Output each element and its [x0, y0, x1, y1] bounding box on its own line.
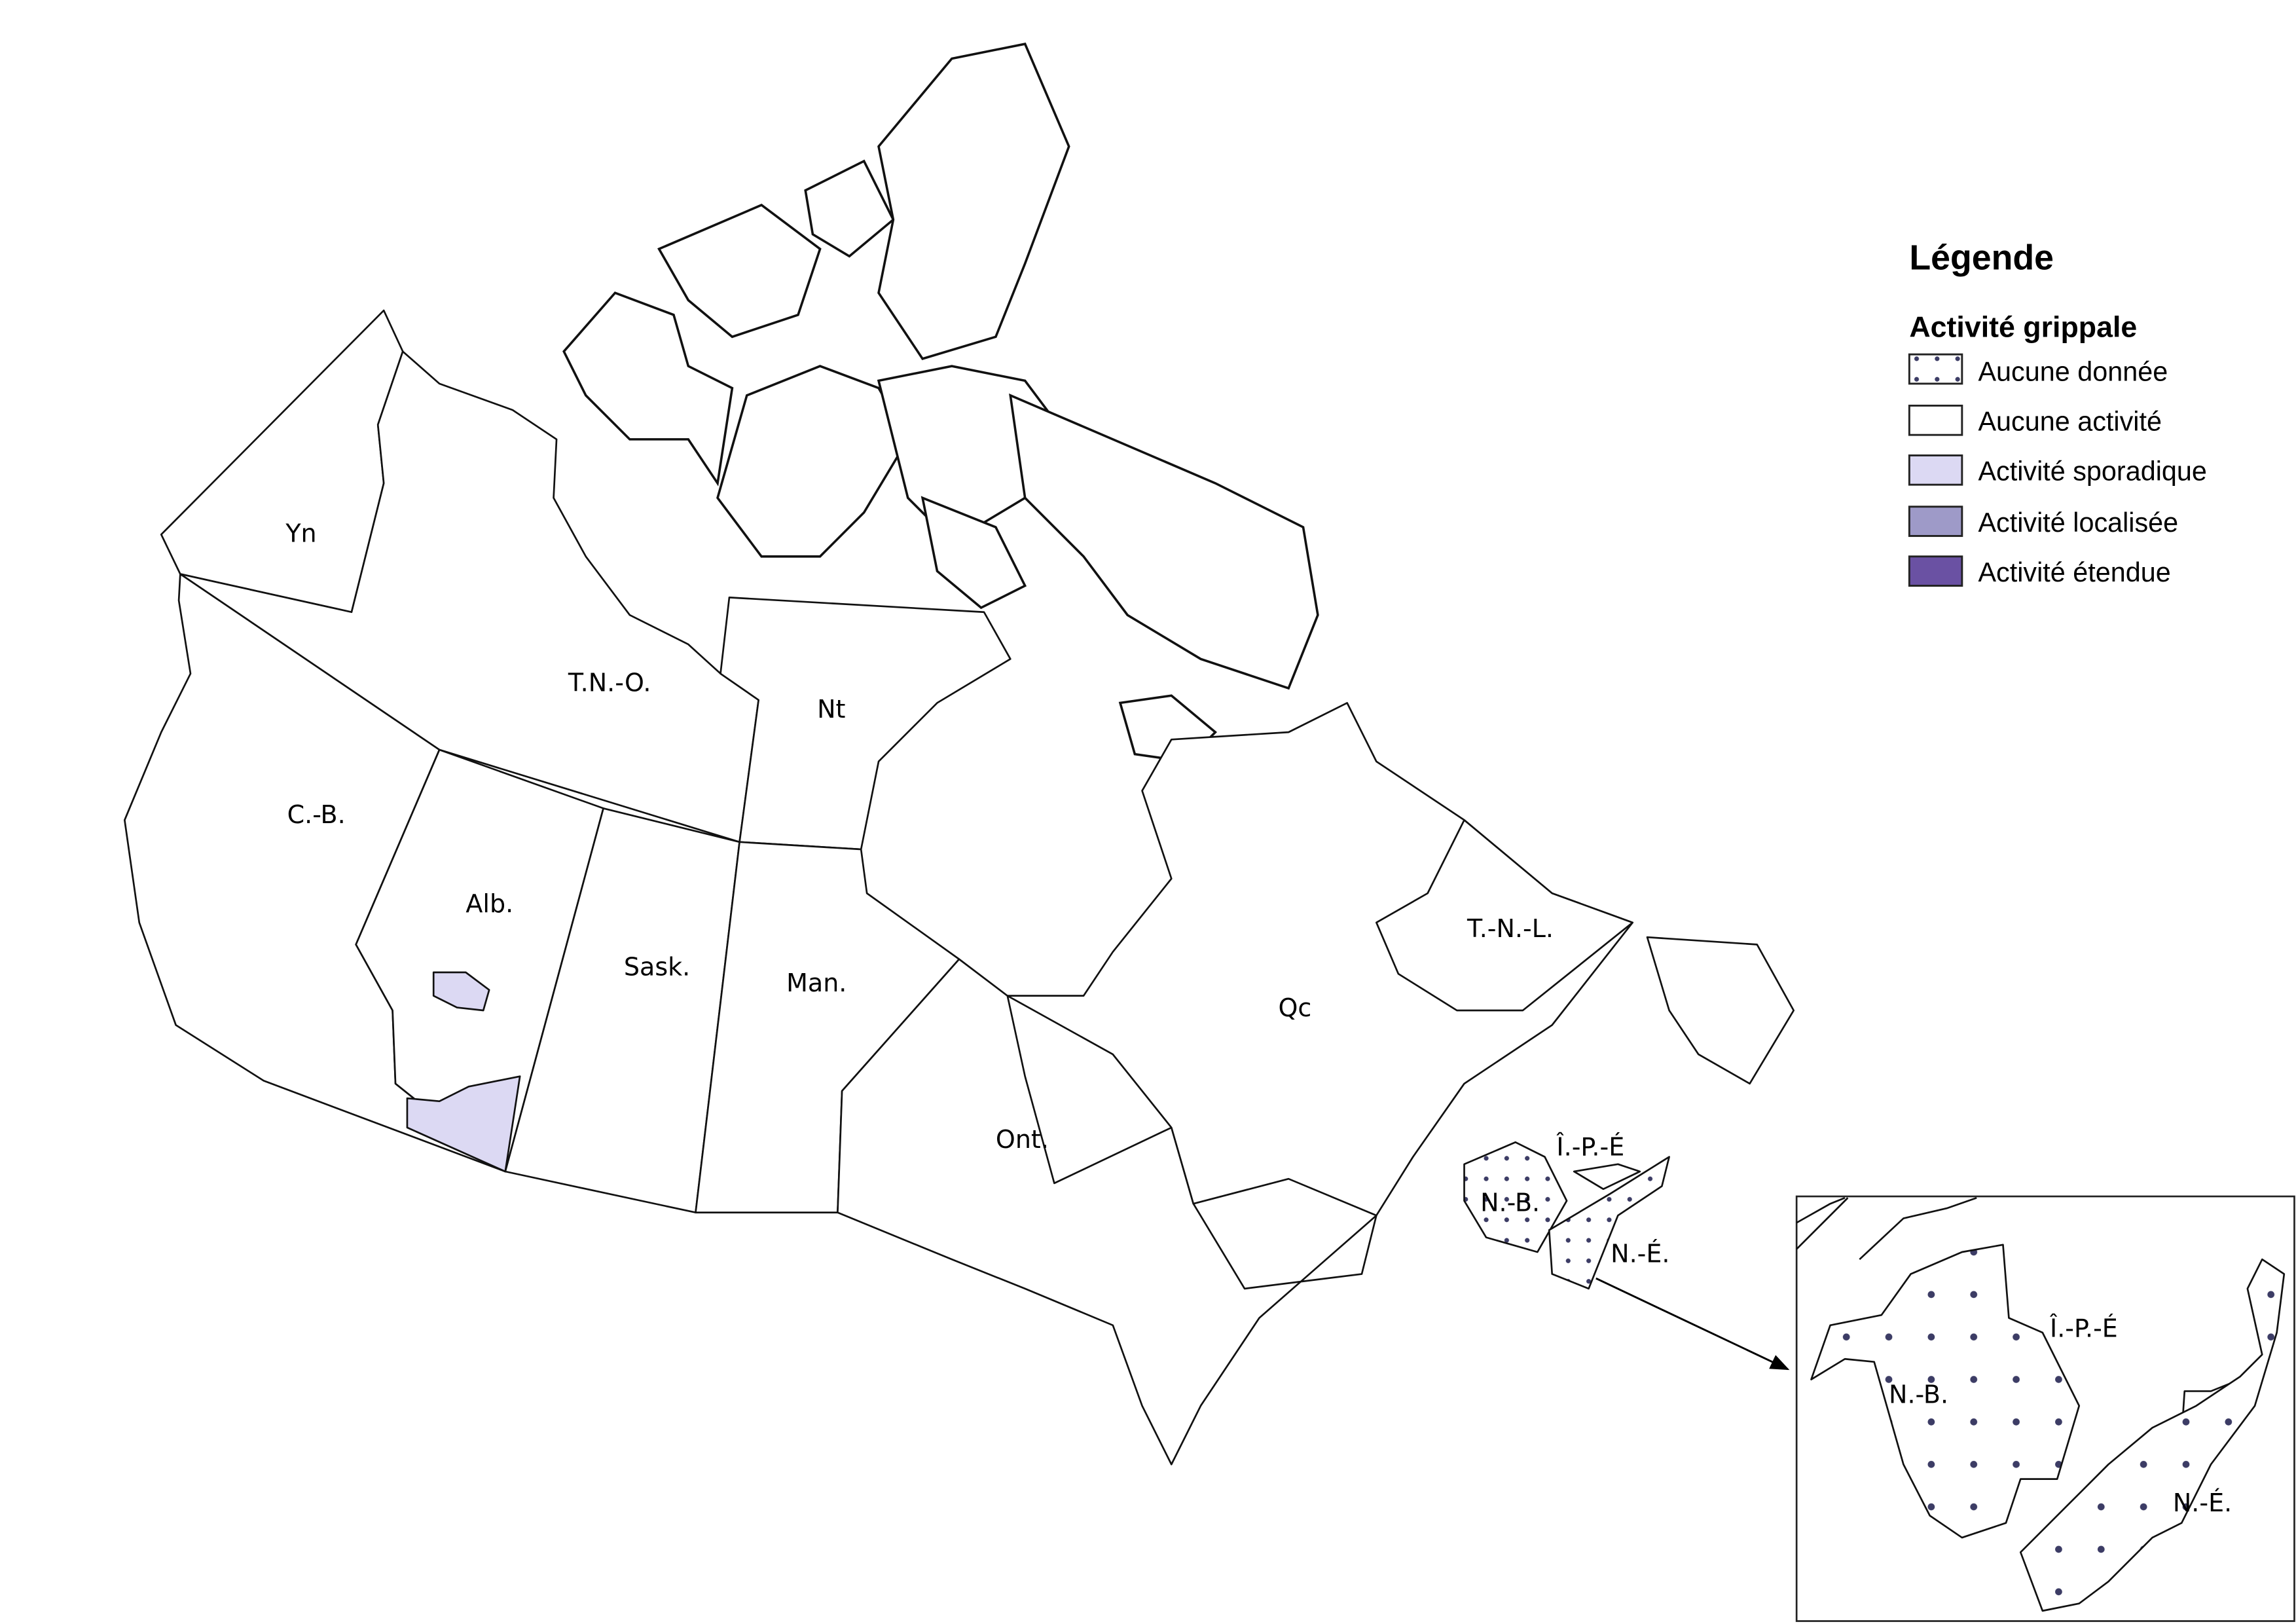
legend-label: Activité étendue [1978, 557, 2170, 587]
label-sask: Sask. [624, 952, 690, 981]
legend-subtitle: Activité grippale [1909, 311, 2137, 343]
inset-label-ipe: Î.-P.-É [2049, 1314, 2118, 1343]
region-labels: Yn T.N.-O. Nt C.-B. Alb. Sask. Man. Ont.… [285, 519, 1669, 1268]
legend-swatch [1908, 353, 1963, 385]
legend-item-widespread: Activité étendue [1908, 555, 2171, 587]
legend-swatch [1908, 506, 1963, 537]
label-qc: Qc [1279, 993, 1312, 1022]
inset-label-ne: N.-É. [2173, 1488, 2232, 1517]
region-pei[interactable] [1573, 1163, 1641, 1190]
label-tnl: T.-N.-L. [1467, 914, 1554, 943]
inset-arrow [1595, 1277, 1790, 1371]
region-nwt[interactable] [179, 350, 759, 843]
legend-swatch [1908, 454, 1963, 486]
inset-ns[interactable] [2019, 1258, 2286, 1612]
legend-item-sporadic: Activité sporadique [1908, 454, 2207, 486]
label-alb: Alb. [465, 889, 513, 918]
label-nt: Nt [817, 695, 845, 724]
legend-label: Aucune donnée [1978, 356, 2168, 386]
legend-swatch [1908, 404, 1963, 436]
maritimes-inset: Î.-P.-É N.-B. N.-É. [1795, 1195, 2295, 1622]
label-tno: T.N.-O. [568, 669, 651, 697]
label-cb: C.-B. [287, 800, 346, 829]
inset-nb[interactable] [1810, 1244, 2081, 1539]
legend-swatch [1908, 555, 1963, 587]
region-newfoundland[interactable] [1646, 936, 1795, 1085]
region-nb[interactable] [1463, 1141, 1568, 1253]
legend-item-no-data: Aucune donnée [1908, 353, 2168, 386]
legend-title: Légende [1909, 238, 2054, 277]
label-ont: Ont. [996, 1125, 1049, 1154]
label-yn: Yn [285, 519, 316, 547]
label-ne: N.-É. [1611, 1240, 1669, 1268]
label-ipe: Î.-P.-É [1556, 1132, 1624, 1161]
legend-label: Activité localisée [1978, 507, 2178, 538]
region-labrador[interactable] [1376, 819, 1634, 1012]
region-nunavut[interactable] [720, 597, 1011, 851]
region-ns[interactable] [1548, 1156, 1670, 1290]
inset-label-nb: N.-B. [1889, 1380, 1948, 1409]
legend-item-localized: Activité localisée [1908, 506, 2178, 538]
region-alberta-sporadic-south[interactable] [406, 1075, 521, 1173]
legend-label: Activité sporadique [1978, 456, 2206, 486]
label-man: Man. [786, 969, 847, 997]
region-alberta-sporadic-north[interactable] [432, 971, 490, 1012]
arctic-archipelago [562, 43, 1319, 763]
label-nb: N.-B. [1480, 1188, 1540, 1217]
legend-item-no-activity: Aucune activité [1908, 404, 2162, 436]
legend-label: Aucune activité [1978, 406, 2162, 436]
provinces [124, 309, 1795, 1466]
legend: Légende Activité grippale Aucune donnée … [1908, 238, 2207, 587]
